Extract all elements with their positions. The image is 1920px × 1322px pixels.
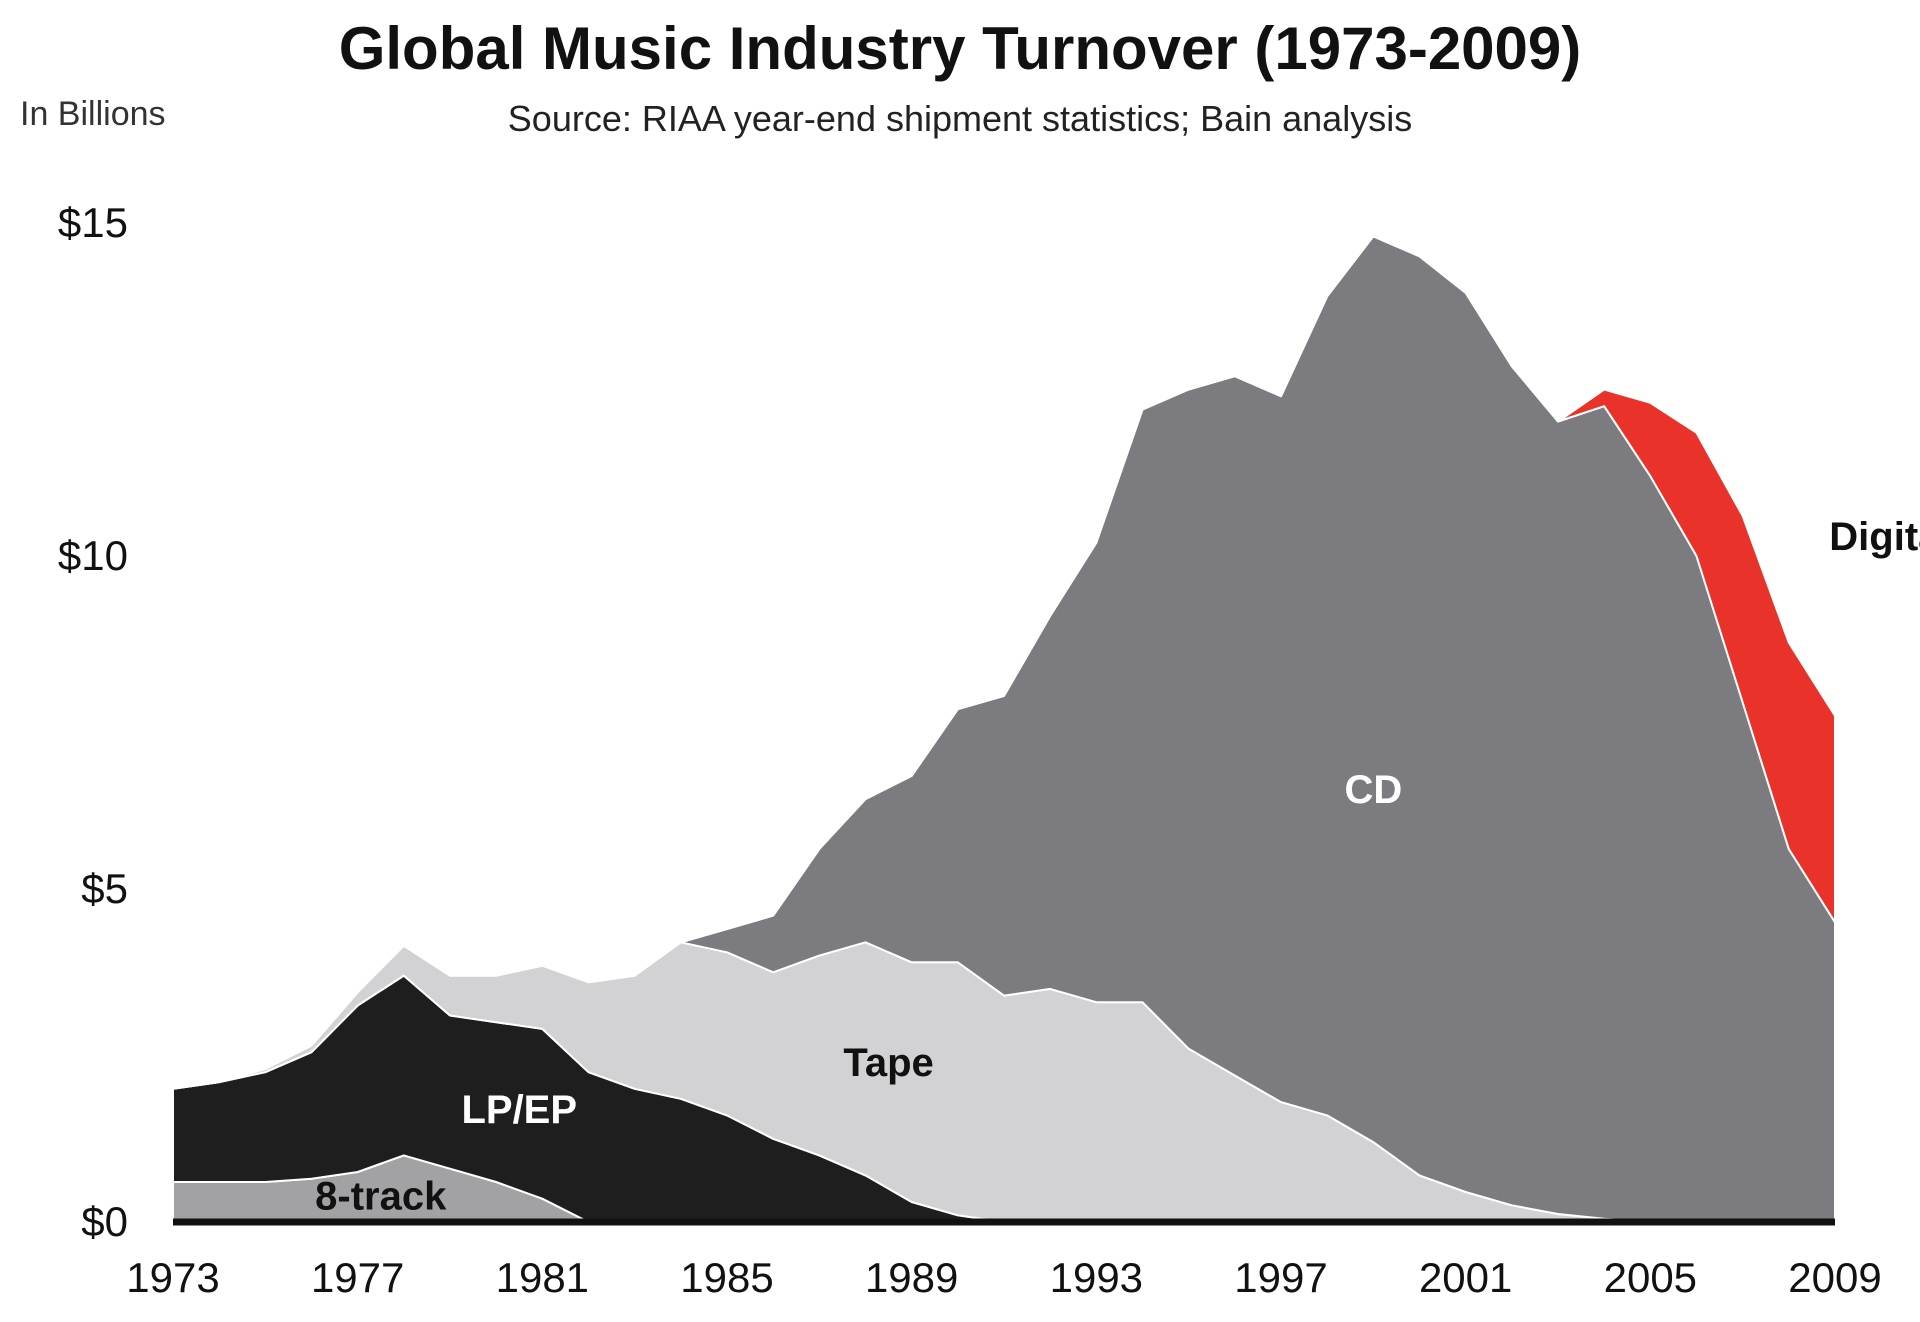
y-tick-label: $15	[58, 199, 128, 246]
y-axis-unit-label: In Billions	[20, 95, 166, 133]
series-label-digital: Digital	[1829, 515, 1920, 559]
x-tick-label: 1993	[1050, 1254, 1143, 1301]
series-label-lp-ep: LP/EP	[461, 1088, 577, 1132]
series-label-8-track: 8-track	[315, 1174, 447, 1218]
y-tick-label: $0	[81, 1198, 128, 1245]
x-tick-label: 1981	[496, 1254, 589, 1301]
series-label-tape: Tape	[843, 1041, 933, 1085]
x-tick-label: 1973	[126, 1254, 219, 1301]
chart-title: Global Music Industry Turnover (1973-200…	[338, 15, 1582, 82]
x-tick-label: 1997	[1234, 1254, 1327, 1301]
series-digital-area	[172, 235, 1836, 1090]
series-label-cd: CD	[1344, 768, 1402, 812]
x-tick-label: 2001	[1419, 1254, 1512, 1301]
x-tick-label: 1985	[680, 1254, 773, 1301]
chart-subtitle: Source: RIAA year-end shipment statistic…	[507, 98, 1413, 139]
x-tick-label: 2009	[1788, 1254, 1881, 1301]
y-tick-label: $5	[81, 865, 128, 912]
x-tick-label: 2005	[1604, 1254, 1697, 1301]
y-tick-label: $10	[58, 532, 128, 579]
x-tick-label: 1989	[865, 1254, 958, 1301]
x-tick-label: 1977	[311, 1254, 404, 1301]
